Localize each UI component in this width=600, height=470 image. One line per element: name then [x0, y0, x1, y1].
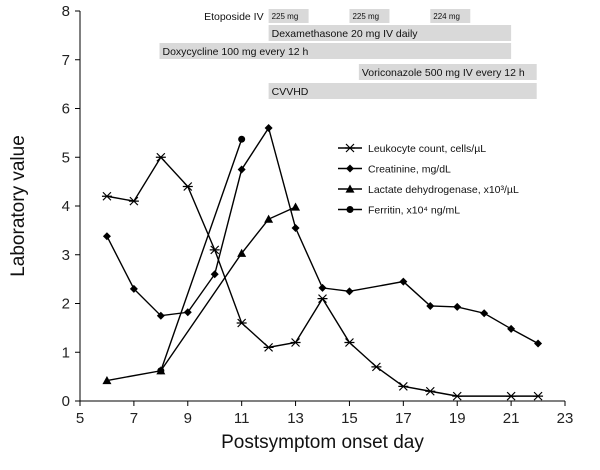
data-point [291, 223, 300, 232]
series-line [106, 126, 539, 345]
dose-label: 225 mg [272, 12, 299, 21]
data-point [317, 294, 328, 304]
timeline-label: Doxycycline 100 mg every 12 h [162, 46, 308, 58]
series-circle [157, 135, 246, 375]
chart-series [101, 124, 544, 401]
y-tick-label: 3 [62, 247, 70, 264]
dose-label: 224 mg [433, 12, 460, 21]
legend-marker [345, 143, 355, 153]
series-line [160, 138, 243, 372]
chart-legend: Leukocyte count, cells/µL Creatinine, mg/… [338, 143, 519, 217]
data-point [155, 152, 166, 162]
data-point [345, 287, 354, 296]
data-point [210, 270, 219, 279]
legend-label: Creatinine, mg/dL [368, 164, 451, 176]
timeline-label: CVVHD [272, 86, 309, 98]
data-point [533, 391, 544, 401]
treatment-timeline: Etoposide IV 225 mg 225 mg 224 mg Dexamethas… [159, 9, 537, 99]
legend-marker [346, 164, 354, 173]
legend-marker [345, 184, 355, 193]
x-tick-label: 7 [130, 410, 138, 427]
data-point [399, 277, 408, 286]
data-point [101, 191, 112, 201]
data-point [183, 308, 192, 317]
data-point [156, 311, 165, 320]
legend-label: Ferritin, x10⁴ ng/mL [368, 205, 460, 217]
data-point [290, 338, 301, 347]
dose-box [430, 9, 471, 23]
x-tick-label: 5 [76, 410, 84, 427]
timeline-bar [358, 64, 537, 80]
series-star [101, 152, 544, 401]
data-point [264, 214, 274, 223]
legend-label: Leukocyte count, cells/µL [368, 143, 486, 155]
y-tick-label: 0 [62, 393, 70, 410]
x-tick-label: 11 [234, 410, 250, 427]
timeline-label: Voriconazole 500 mg IV every 12 h [362, 67, 525, 79]
data-point [506, 391, 517, 401]
data-point [291, 202, 301, 211]
data-point [452, 391, 463, 401]
y-axis-title: Laboratory value [8, 135, 29, 277]
timeline-label: Dexamethasone 20 mg IV daily [272, 28, 419, 40]
series-diamond [102, 124, 543, 348]
series-line [106, 156, 539, 397]
data-point [371, 362, 382, 372]
data-point [398, 381, 409, 391]
data-point [480, 309, 489, 318]
data-point [238, 135, 246, 143]
timeline-bar [268, 25, 512, 41]
data-point [453, 302, 462, 311]
legend-label: Lactate dehydrogenase, x10³/µL [368, 184, 519, 196]
x-tick-label: 13 [287, 410, 304, 427]
data-point [102, 376, 112, 385]
x-tick-label: 21 [503, 410, 520, 427]
timeline-bar [159, 43, 512, 59]
y-tick-label: 7 [62, 52, 70, 69]
legend-item: Lactate dehydrogenase, x10³/µL [338, 184, 519, 196]
data-point [129, 284, 138, 293]
data-point [182, 182, 193, 191]
data-point [237, 165, 246, 174]
legend-item: Ferritin, x10⁴ ng/mL [338, 205, 460, 217]
data-point [344, 338, 355, 347]
y-tick-label: 8 [62, 3, 70, 20]
data-point [102, 232, 111, 241]
y-tick-label: 5 [62, 149, 70, 166]
y-tick-label: 6 [62, 101, 70, 118]
legend-item: Leukocyte count, cells/µL [338, 143, 486, 155]
x-tick-label: 9 [184, 410, 192, 427]
y-tick-label: 4 [62, 198, 70, 215]
data-point [318, 283, 327, 292]
data-point [128, 196, 139, 206]
data-point [507, 324, 516, 333]
data-point [237, 248, 247, 257]
x-axis-title: Postsymptom onset day [221, 432, 424, 453]
data-point [263, 342, 274, 352]
dose-box [268, 9, 309, 23]
timeline-label: Etoposide IV [204, 11, 264, 23]
timeline-bar [268, 83, 537, 99]
data-point [426, 301, 435, 310]
data-point [236, 318, 247, 328]
dose-label: 225 mg [352, 12, 379, 21]
x-tick-label: 19 [449, 410, 466, 427]
data-point [425, 386, 436, 396]
legend-marker [346, 206, 354, 213]
x-tick-label: 23 [557, 410, 574, 427]
data-point [264, 124, 273, 132]
data-point [157, 367, 165, 375]
y-tick-label: 2 [62, 296, 70, 313]
x-tick-label: 15 [341, 410, 358, 427]
y-tick-label: 1 [62, 344, 70, 361]
data-point [209, 245, 220, 255]
dose-box [349, 9, 390, 23]
legend-item: Creatinine, mg/dL [338, 164, 451, 176]
data-point [534, 339, 543, 348]
x-tick-label: 17 [395, 410, 412, 427]
